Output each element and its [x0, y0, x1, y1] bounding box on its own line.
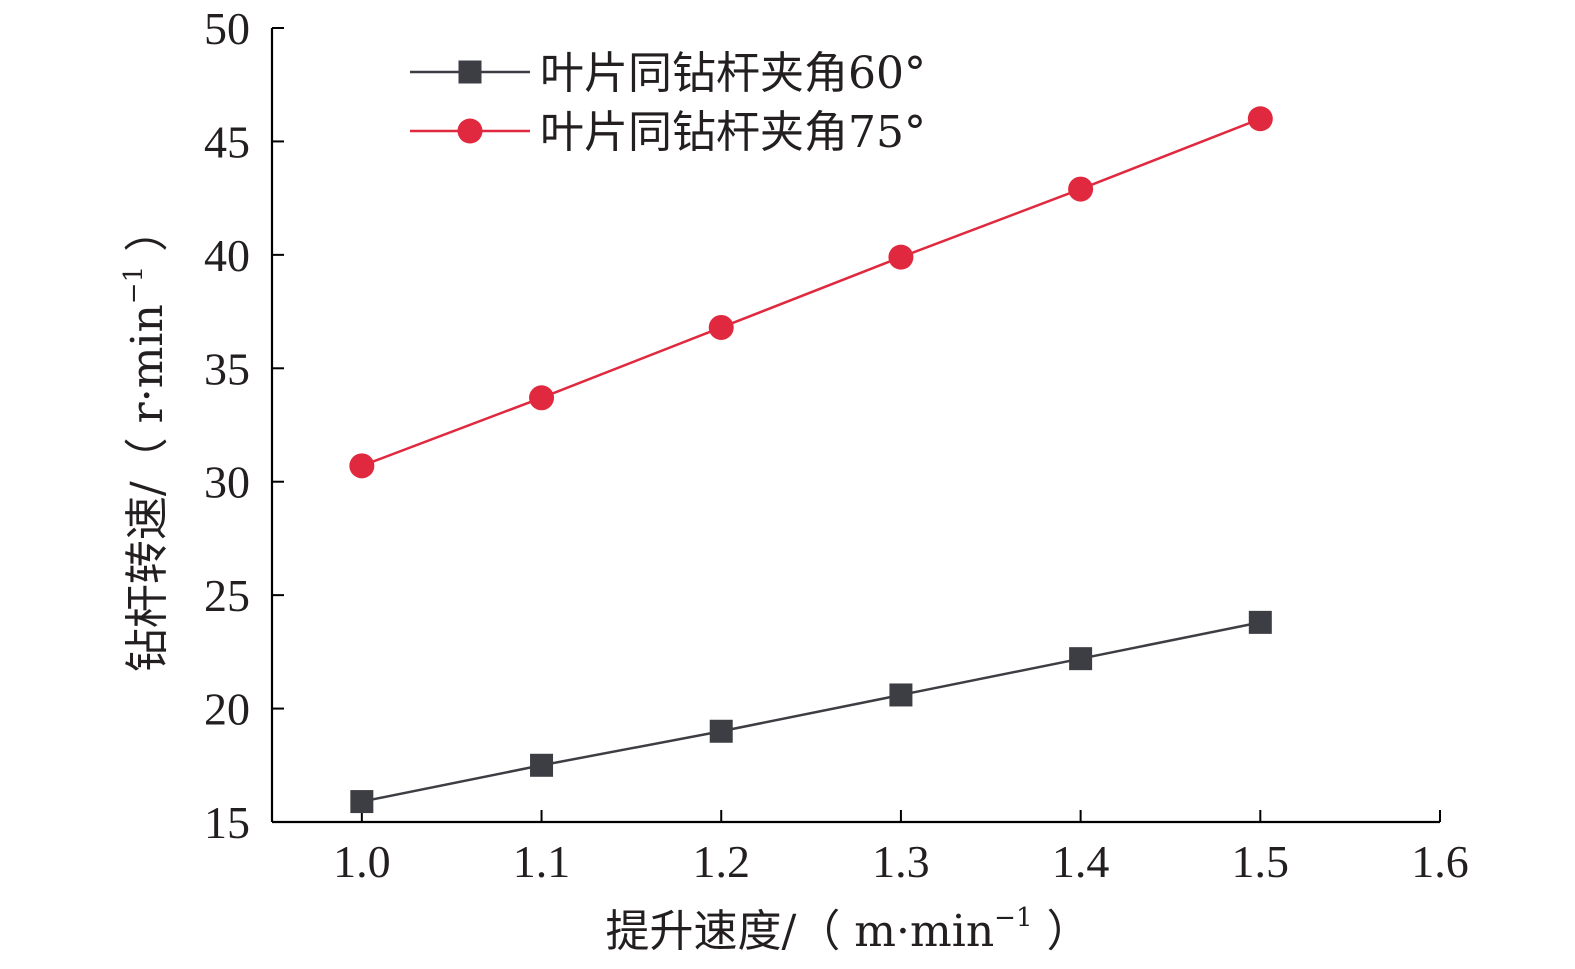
y-tick-label: 35: [204, 343, 250, 394]
series-1: [350, 610, 1272, 814]
y-tick-label: 50: [204, 3, 250, 54]
data-point: [1247, 106, 1273, 132]
y-tick-label: 15: [204, 797, 250, 848]
data-point: [1069, 647, 1093, 671]
x-tick-label: 1.4: [1052, 836, 1110, 887]
data-point: [349, 453, 375, 479]
series-layer: [349, 106, 1273, 814]
x-tick-label: 1.6: [1411, 836, 1469, 887]
legend-marker: [457, 118, 483, 144]
x-tick-label: 1.5: [1232, 836, 1290, 887]
y-tick-label: 40: [204, 230, 250, 281]
legend-item: 叶片同钻杆夹角75°: [410, 107, 926, 158]
x-tick-label: 1.1: [513, 836, 571, 887]
data-point: [1248, 610, 1272, 634]
data-point: [529, 385, 555, 411]
data-point: [888, 244, 914, 270]
series-2: [349, 106, 1273, 479]
data-point: [889, 683, 913, 707]
data-point: [1068, 176, 1094, 202]
x-axis-title: 提升速度/（ m·min−1 ）: [606, 903, 1091, 957]
data-point: [350, 790, 374, 814]
y-axis-title: 钻杆转速/（ r·min−1 ）: [119, 208, 173, 672]
y-tick-label: 20: [204, 684, 250, 735]
legend-item: 叶片同钻杆夹角60°: [410, 48, 926, 99]
data-point: [708, 314, 734, 340]
legend-label: 叶片同钻杆夹角60°: [540, 48, 926, 99]
x-tick-label: 1.0: [333, 836, 391, 887]
legend: 叶片同钻杆夹角60° 叶片同钻杆夹角75°: [410, 48, 926, 158]
axes: 15 20 25 30 35 40 45 50 1.0 1.1 1.2 1.3 1.4 1.5 1.6: [204, 3, 1469, 887]
data-point: [709, 719, 733, 743]
legend-label: 叶片同钻杆夹角75°: [540, 107, 926, 158]
x-tick-label: 1.2: [692, 836, 750, 887]
y-tick-label: 45: [204, 116, 250, 167]
series-line: [361, 117, 1261, 468]
y-tick-label: 30: [204, 457, 250, 508]
y-tick-label: 25: [204, 570, 250, 621]
data-point: [530, 753, 554, 777]
x-tick-label: 1.3: [872, 836, 930, 887]
legend-marker: [458, 60, 482, 84]
series-line: [361, 621, 1261, 803]
